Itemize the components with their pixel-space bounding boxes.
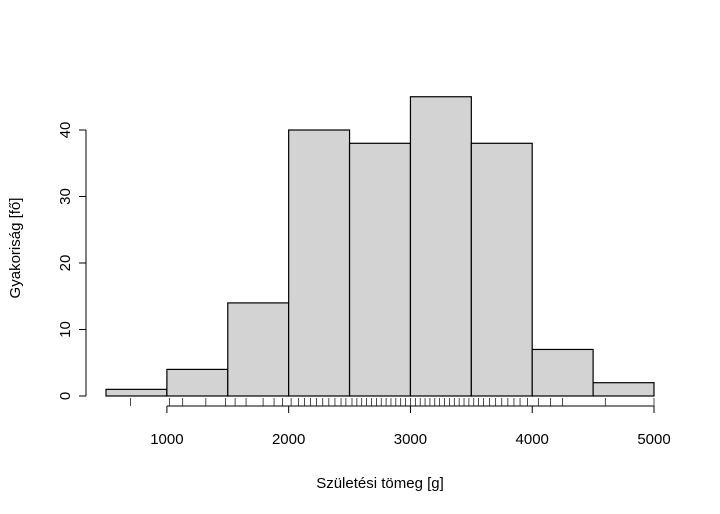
- histogram-bar: [409, 96, 472, 397]
- histogram-bar: [227, 302, 290, 397]
- histogram-bar: [531, 348, 594, 397]
- histogram-bar: [105, 388, 168, 397]
- histogram-bar: [470, 142, 533, 397]
- rug-marks: [130, 398, 655, 406]
- x-tick-label: 4000: [516, 431, 549, 448]
- y-tick-label: 0: [57, 392, 74, 400]
- y-tick-label: 10: [57, 321, 74, 338]
- x-tick-label: 5000: [637, 431, 670, 448]
- y-axis-label: Gyakoriság [fő]: [7, 198, 24, 299]
- y-tick-label: 40: [57, 122, 74, 139]
- histogram-bar: [592, 382, 655, 397]
- x-axis: 1000 2000 3000 4000 5000: [150, 405, 671, 448]
- histogram-bar: [348, 142, 412, 397]
- y-tick-label: 30: [57, 188, 74, 205]
- histogram-bar: [288, 129, 351, 397]
- x-tick-label: 2000: [272, 431, 305, 448]
- x-axis-label: Születési tömeg [g]: [316, 475, 444, 492]
- x-tick-label: 1000: [150, 431, 183, 448]
- histogram-bar: [166, 368, 229, 397]
- y-tick-label: 20: [57, 255, 74, 272]
- x-tick-label: 3000: [394, 431, 427, 448]
- bars: [105, 96, 655, 397]
- y-axis: 0 10 20 30 40: [57, 122, 87, 400]
